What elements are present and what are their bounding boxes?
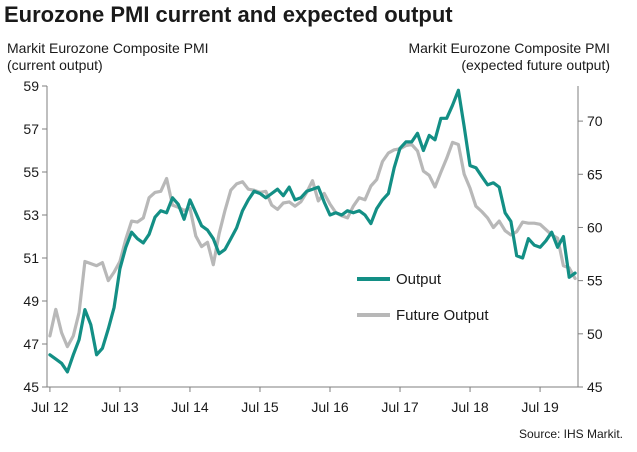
right-tick-label: 45 [587, 379, 603, 395]
left-tick-label: 49 [23, 293, 39, 309]
right-axis-title: Markit Eurozone Composite PMI (expected … [408, 40, 610, 73]
left-tick-label: 51 [23, 250, 39, 266]
left-tick-label: 53 [23, 207, 39, 223]
legend-output-label: Output [396, 271, 442, 288]
left-tick-label: 47 [23, 336, 39, 352]
right-tick-label: 60 [587, 219, 603, 235]
x-tick-label: Jul 18 [451, 399, 489, 415]
axes: 45 47 49 51 53 55 57 59 45 50 55 60 65 70 Jul 12 Jul 13… [23, 78, 602, 415]
output-series-line [48, 88, 577, 374]
left-tick-label: 59 [23, 78, 39, 94]
x-tick-label: Jul 14 [171, 399, 209, 415]
right-tick-label: 70 [587, 113, 603, 129]
series-layer [48, 88, 577, 374]
right-tick-label: 55 [587, 273, 603, 289]
x-tick-label: Jul 12 [31, 399, 69, 415]
right-tick-label: 50 [587, 326, 603, 342]
left-tick-label: 57 [23, 121, 39, 137]
right-tick-label: 65 [587, 166, 603, 182]
legend-future-label: Future Output [396, 307, 489, 324]
legend: Output Future Output [357, 271, 489, 324]
future-output-series-line [48, 140, 577, 349]
left-tick-label: 55 [23, 164, 39, 180]
x-tick-label: Jul 15 [241, 399, 279, 415]
left-axis-title: Markit Eurozone Composite PMI (current o… [7, 40, 209, 73]
chart-title: Eurozone PMI current and expected output [4, 2, 453, 27]
left-tick-label: 45 [23, 379, 39, 395]
x-tick-label: Jul 17 [381, 399, 419, 415]
x-tick-label: Jul 19 [521, 399, 559, 415]
x-tick-label: Jul 13 [101, 399, 139, 415]
x-tick-label: Jul 16 [311, 399, 349, 415]
source-note: Source: IHS Markit. [518, 427, 623, 441]
